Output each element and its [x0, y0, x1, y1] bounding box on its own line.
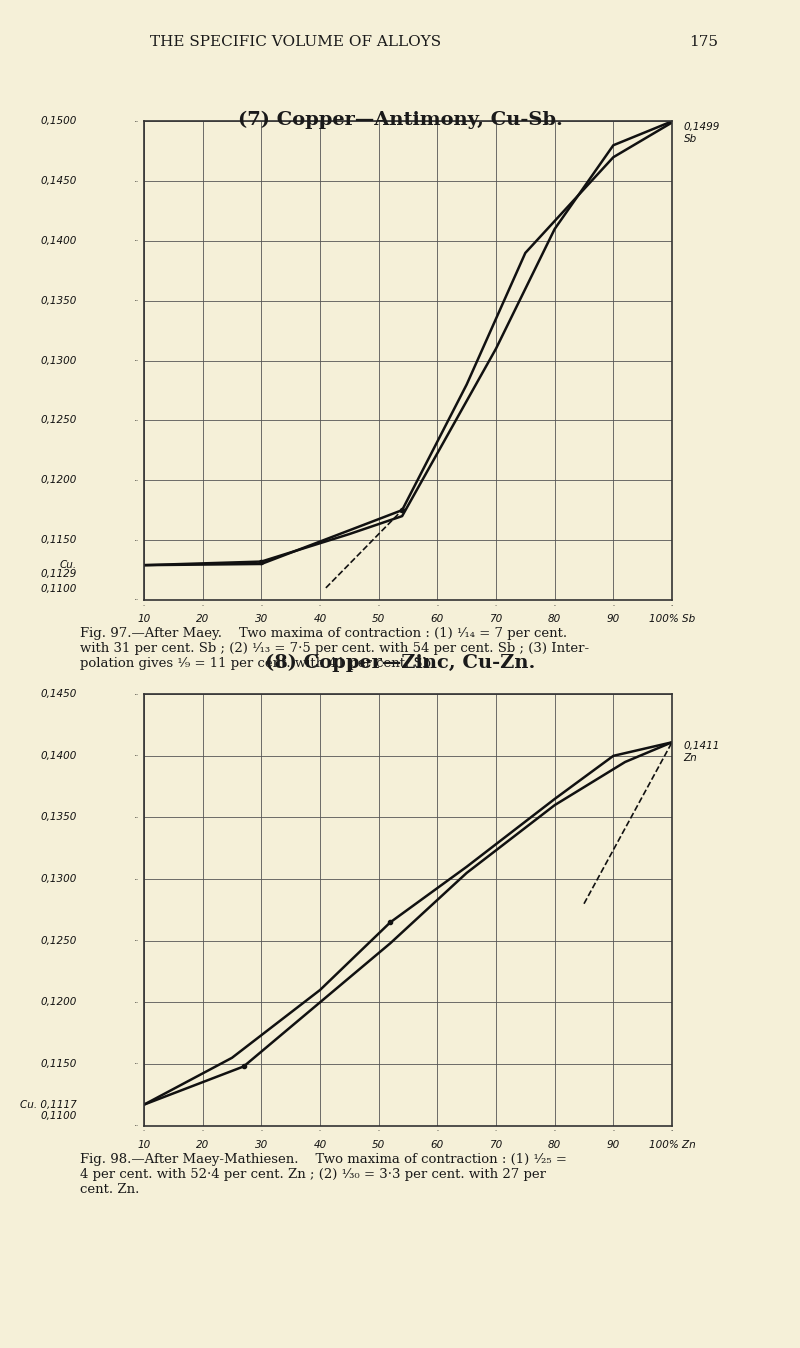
Text: 30: 30: [254, 615, 268, 624]
Text: 0,1450: 0,1450: [40, 177, 77, 186]
Text: 40: 40: [314, 615, 326, 624]
Text: 50: 50: [372, 615, 386, 624]
Text: THE SPECIFIC VOLUME OF ALLOYS: THE SPECIFIC VOLUME OF ALLOYS: [150, 35, 442, 49]
Text: Fig. 97.—After Maey.    Two maxima of contraction : (1) ¹⁄₁₄ = 7 per cent.
with : Fig. 97.—After Maey. Two maxima of contr…: [80, 627, 589, 670]
Text: 20: 20: [196, 1140, 210, 1150]
Text: 0,1250: 0,1250: [40, 415, 77, 426]
Text: 70: 70: [490, 615, 502, 624]
Text: 0,1100: 0,1100: [40, 584, 77, 594]
Text: 0,1500: 0,1500: [40, 116, 77, 127]
Text: 0,1100: 0,1100: [40, 1111, 77, 1120]
Text: 0,1200: 0,1200: [40, 476, 77, 485]
Text: 0,1150: 0,1150: [40, 1060, 77, 1069]
Text: 175: 175: [690, 35, 718, 49]
Text: 100% Zn: 100% Zn: [649, 1140, 695, 1150]
Text: 40: 40: [314, 1140, 326, 1150]
Text: 0,1400: 0,1400: [40, 236, 77, 245]
Text: 50: 50: [372, 1140, 386, 1150]
Text: 0,1450: 0,1450: [40, 689, 77, 700]
Text: 0,1350: 0,1350: [40, 295, 77, 306]
Text: 0,1200: 0,1200: [40, 998, 77, 1007]
Text: 0,1250: 0,1250: [40, 936, 77, 946]
Text: 10: 10: [138, 1140, 150, 1150]
Text: 60: 60: [430, 1140, 444, 1150]
Text: 0,1300: 0,1300: [40, 874, 77, 884]
Text: 60: 60: [430, 615, 444, 624]
Text: 0,1411
Zn: 0,1411 Zn: [684, 741, 720, 763]
Text: 10: 10: [138, 615, 150, 624]
Text: 80: 80: [548, 615, 562, 624]
Text: (7) Copper—Antimony, Cu-Sb.: (7) Copper—Antimony, Cu-Sb.: [238, 111, 562, 129]
Text: (8) Copper—Zinc, Cu-Zn.: (8) Copper—Zinc, Cu-Zn.: [265, 654, 535, 673]
Text: 80: 80: [548, 1140, 562, 1150]
Text: 0,1300: 0,1300: [40, 356, 77, 365]
Text: Cu.: Cu.: [59, 561, 77, 570]
Text: 0,1499
Sb: 0,1499 Sb: [684, 123, 720, 144]
Text: 90: 90: [606, 615, 620, 624]
Text: 90: 90: [606, 1140, 620, 1150]
Text: 100% Sb: 100% Sb: [649, 615, 695, 624]
Text: 0,1150: 0,1150: [40, 535, 77, 545]
Text: 70: 70: [490, 1140, 502, 1150]
Text: 20: 20: [196, 615, 210, 624]
Text: 30: 30: [254, 1140, 268, 1150]
Text: Fig. 98.—After Maey-Mathiesen.    Two maxima of contraction : (1) ¹⁄₂₅ =
4 per c: Fig. 98.—After Maey-Mathiesen. Two maxim…: [80, 1153, 567, 1196]
Text: 0,1129: 0,1129: [40, 569, 77, 578]
Text: 0,1350: 0,1350: [40, 813, 77, 822]
Text: Cu. 0,1117: Cu. 0,1117: [20, 1100, 77, 1109]
Text: 0,1400: 0,1400: [40, 751, 77, 760]
